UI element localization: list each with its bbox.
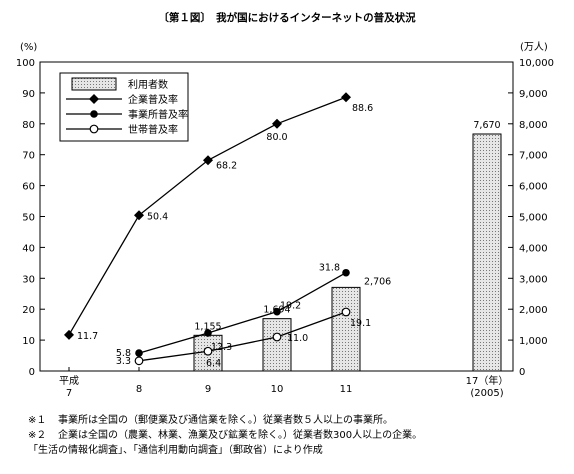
data-label: 50.4 [147,211,168,222]
right-axis-tick-label: 0 [519,367,525,378]
footnotes: ※１ 事業所は全国の（郵便業及び通信業を除く。）従業者数５人以上の事業所。 ※２ 企… [28,413,422,458]
right-axis-tick-label: 1,000 [519,336,548,347]
point-diamond [341,92,351,103]
point-open-circle [272,332,282,342]
bar-label: 1,155 [194,321,221,332]
left-axis-tick-label: 80 [22,120,35,131]
right-axis-unit: (万人) [520,41,548,53]
point-filled-circle [342,268,350,277]
x-tick-label: 8 [136,384,142,395]
left-axis-tick-label: 70 [22,151,35,162]
right-axis-tick-label: 9,000 [519,89,548,100]
legend-label: 世帯普及率 [128,123,178,136]
data-label: 80.0 [266,132,287,143]
legend-label: 企業普及率 [128,93,178,106]
legend-marker-filled-circle [90,110,98,118]
bar-10 [262,318,292,372]
right-axis-tick-label: 4,000 [519,243,548,254]
x-tick-label: 9 [205,384,211,395]
point-open-circle [341,307,351,317]
left-axis-tick-label: 20 [22,305,35,316]
point-filled-circle [204,329,212,337]
right-axis-tick-label: 3,000 [519,274,548,285]
left-axis-tick-label: 60 [22,182,35,193]
left-axis-tick-label: 50 [22,213,35,224]
data-label: 19.2 [280,301,301,312]
footnote-2-mark: ※２ [28,430,47,441]
point-diamond [64,329,74,340]
footnote-1-text: 事業所は全国の（郵便業及び通信業を除く。）従業者数５人以上の事業所。 [58,415,393,426]
point-filled-circle [135,349,143,357]
legend-label: 利用者数 [128,78,168,91]
x-tick-label: 11 [340,384,353,395]
data-label: 68.2 [216,160,237,171]
data-label: 5.8 [116,348,131,359]
x-tick-label: 10 [271,384,284,395]
point-open-circle [134,356,144,366]
right-axis-tick-label: 5,000 [519,213,548,224]
left-axis-tick-label: 40 [22,243,35,254]
series-line-open-circle [138,311,347,362]
footnote-1-mark: ※１ [28,415,47,426]
data-label: 12.3 [211,342,232,353]
legend-marker-open-circle [89,124,99,134]
x-tick-label: (2005) [470,388,503,399]
series-line-filled-circle [138,272,347,354]
data-label: 31.8 [319,263,340,274]
bar-17 [472,133,502,372]
right-axis-tick-label: 10,000 [519,58,554,69]
footnote-2: ※２ 企業は全国の（農業、林業、漁業及び鉱業を除く。）従業者数300人以上の企業。 [28,428,422,443]
right-axis-tick-label: 6,000 [519,182,548,193]
x-tick-label: 7 [66,388,72,399]
bar-label: 7,670 [473,120,500,131]
x-tick-label: 17（年） [466,374,509,387]
right-axis-tick-label: 8,000 [519,120,548,131]
chart: 〔第１図〕 我が国におけるインターネットの普及状況 (%) (万人) 0 10 20 30 4… [16,11,554,399]
left-axis-tick-label: 10 [22,336,35,347]
right-axis-tick-label: 7,000 [519,151,548,162]
legend-label: 事業所普及率 [128,108,188,121]
footnote-1: ※１ 事業所は全国の（郵便業及び通信業を除く。）従業者数５人以上の事業所。 [28,413,422,428]
point-filled-circle [273,307,281,316]
left-axis-tick-label: 90 [22,89,35,100]
legend-swatch-bar [71,77,117,91]
data-label: 11.0 [287,333,308,344]
data-label: 11.7 [77,331,98,342]
point-open-circle [203,346,213,356]
bar-11 [331,286,361,372]
chart-title: 〔第１図〕 我が国におけるインターネットの普及状況 [158,11,416,24]
data-label: 88.6 [352,103,373,114]
footnote-2-text: 企業は全国の（農業、林業、漁業及び鉱業を除く。）従業者数300人以上の企業。 [58,430,423,441]
data-label: 3.3 [116,356,131,367]
source-note: 「生活の情報化調査」、「通信利用動向調査」（郵政省）により作成 [28,445,323,456]
right-axis-tick-label: 2,000 [519,305,548,316]
left-axis-tick-label: 0 [29,367,35,378]
point-diamond [134,210,144,221]
point-diamond [272,118,282,129]
data-label: 6.4 [206,358,221,369]
left-axis-tick-label: 30 [22,274,35,285]
bar-label: 2,706 [364,276,391,287]
point-diamond [203,155,213,166]
x-tick-label: 平成 [59,375,79,387]
data-label: 19.1 [350,318,371,329]
legend-marker-diamond [89,94,99,104]
left-axis-tick-label: 100 [16,58,35,69]
left-axis-unit: (%) [20,42,37,53]
